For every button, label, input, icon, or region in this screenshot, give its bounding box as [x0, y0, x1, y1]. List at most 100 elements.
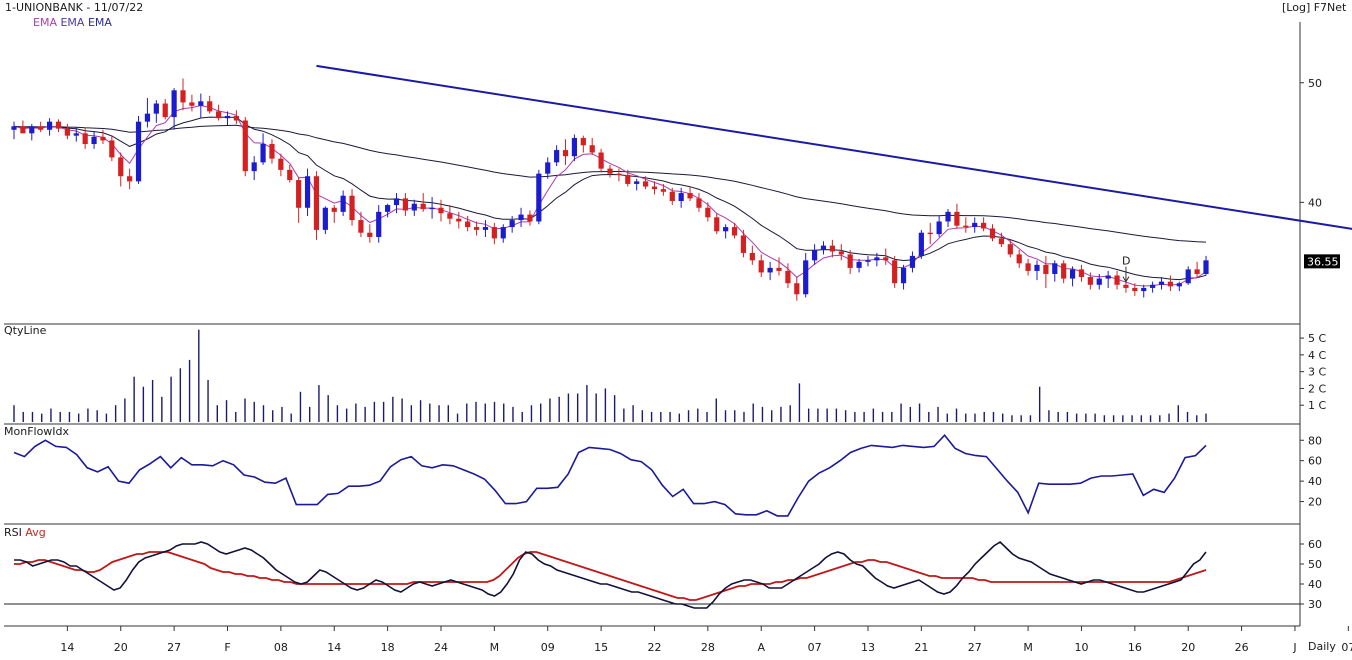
candle-body: [456, 218, 462, 222]
candle: [829, 239, 835, 258]
candle: [1185, 266, 1191, 285]
candle-body: [215, 111, 222, 119]
candle: [189, 94, 195, 112]
candle: [385, 203, 391, 218]
candle: [945, 209, 951, 228]
candle-body: [1016, 254, 1022, 264]
candle: [856, 258, 862, 273]
candle: [883, 248, 889, 265]
candle: [82, 127, 88, 149]
candle: [100, 129, 106, 145]
candle: [749, 245, 755, 265]
candle-body: [1203, 260, 1209, 274]
candle: [1034, 260, 1040, 281]
x-tick-label: 18: [381, 641, 395, 654]
candle: [571, 134, 578, 162]
candle: [46, 118, 53, 136]
candle-body: [651, 186, 658, 190]
candle: [981, 217, 987, 232]
candle-body: [518, 214, 524, 221]
candle-body: [811, 249, 818, 261]
candle-body: [714, 217, 720, 232]
candle-body: [1052, 263, 1058, 274]
candle-body: [589, 145, 595, 153]
candle-body: [705, 207, 711, 218]
candle: [616, 168, 622, 182]
candle: [367, 224, 373, 243]
candle: [714, 213, 720, 235]
candle: [38, 121, 44, 133]
candle-body: [38, 126, 44, 130]
x-tick-label: M: [490, 641, 500, 654]
candle: [482, 220, 489, 237]
x-tick-label: 13: [861, 641, 875, 654]
x-tick-label: 21: [914, 641, 928, 654]
candle: [989, 224, 996, 242]
candle-body: [1043, 264, 1049, 274]
candle-body: [776, 267, 782, 271]
candle: [1203, 255, 1209, 276]
candle: [171, 88, 177, 130]
candle-body: [785, 270, 791, 284]
candle-body: [545, 162, 551, 174]
mfi-tick-label: 40: [1308, 475, 1322, 488]
candle: [1007, 239, 1013, 258]
candle: [1069, 266, 1076, 287]
candle: [269, 139, 275, 164]
candle: [135, 115, 142, 184]
candle: [91, 130, 97, 149]
candle: [963, 217, 969, 233]
candle-body: [883, 257, 889, 261]
candle: [349, 189, 355, 226]
candle-body: [55, 121, 62, 129]
candle: [660, 183, 666, 196]
candle-body: [1078, 269, 1085, 278]
price-tick-label: 50: [1308, 77, 1322, 90]
candle: [162, 99, 168, 120]
candle: [607, 164, 613, 178]
candle: [180, 78, 186, 111]
candle: [260, 133, 266, 165]
candle: [322, 206, 328, 235]
candle-body: [393, 198, 400, 206]
x-tick-label: 07: [1341, 641, 1352, 654]
candle-body: [954, 211, 960, 226]
candle: [651, 181, 658, 195]
candle: [794, 277, 800, 301]
rsi-tick-label: 60: [1308, 538, 1322, 551]
candle-body: [260, 144, 266, 163]
candle: [536, 169, 542, 225]
candle: [438, 199, 444, 222]
candle-body: [696, 198, 702, 208]
candle-body: [1087, 277, 1093, 285]
candle-body: [616, 173, 622, 175]
mfi-tick-label: 60: [1308, 455, 1322, 468]
candle: [55, 119, 62, 133]
x-tick-label: 24: [434, 641, 448, 654]
candle: [634, 178, 640, 191]
candle-body: [1141, 287, 1147, 292]
candle-body: [1167, 281, 1174, 287]
ema-slow-label: EMA: [87, 16, 112, 29]
candle: [127, 168, 133, 190]
candle: [669, 187, 675, 206]
x-tick-label: 28: [701, 641, 715, 654]
candle-body: [758, 260, 764, 273]
candle-body: [900, 267, 907, 284]
candle: [1043, 255, 1049, 288]
ema-fast-line: [13, 104, 1207, 287]
rsi-avg-line: [14, 551, 1207, 601]
candle-body: [447, 213, 453, 219]
candle: [153, 100, 159, 123]
last-price-badge: [1304, 254, 1340, 269]
candle-body: [304, 176, 311, 208]
candle-body: [278, 158, 284, 170]
rsi-panel-label: RSI Avg: [4, 526, 46, 539]
candle-body: [429, 207, 435, 210]
candle-body: [1069, 269, 1076, 279]
candle-body: [349, 195, 355, 221]
candle: [820, 241, 827, 255]
candle-body: [1034, 264, 1040, 271]
period-label: Daily: [1308, 640, 1336, 653]
